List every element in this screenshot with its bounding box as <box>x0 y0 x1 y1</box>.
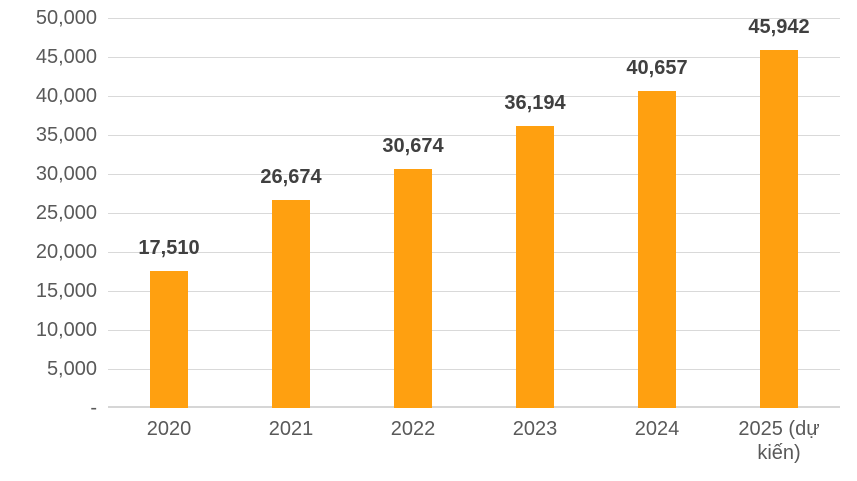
y-tick-label: 5,000 <box>46 358 97 380</box>
y-tick-label: 40,000 <box>35 85 97 107</box>
gridline <box>108 291 840 292</box>
bar-column: 45,942 <box>718 15 840 408</box>
gridline <box>108 135 840 136</box>
y-tick-label: 35,000 <box>35 124 97 146</box>
bar-value-label: 45,942 <box>748 15 810 38</box>
bar-2021 <box>272 199 310 408</box>
x-tick-label: 2023 <box>512 418 558 440</box>
gridline <box>108 18 840 19</box>
y-tick-label: 45,000 <box>35 46 97 68</box>
bar-value-label: 30,674 <box>382 134 444 157</box>
gridline <box>108 213 840 214</box>
x-axis-line <box>108 406 840 408</box>
y-tick-label: 30,000 <box>35 163 97 185</box>
x-tick-label: 2024 <box>634 418 680 440</box>
gridline <box>108 252 840 253</box>
gridline <box>108 96 840 97</box>
bar-value-label: 26,674 <box>260 165 322 188</box>
x-tick-label: 2020 <box>146 418 192 440</box>
bar-column: 17,510 <box>108 18 230 408</box>
gridline <box>108 57 840 58</box>
y-tick-label: 20,000 <box>35 241 97 263</box>
x-tick-label: 2025 (dự kiến) <box>738 418 820 464</box>
bar-2020 <box>150 271 188 408</box>
y-axis: 50,000 45,000 40,000 35,000 30,000 25,000 20,0… <box>0 8 97 418</box>
bar-column: 40,657 <box>596 18 718 408</box>
x-tick-label: 2021 <box>268 418 314 440</box>
bar-column: 30,674 <box>352 18 474 408</box>
y-tick-label: 10,000 <box>35 319 97 341</box>
bar-value-label: 40,657 <box>626 56 688 79</box>
bar-2025 <box>760 49 798 408</box>
bar-column: 26,674 <box>230 18 352 408</box>
gridline <box>108 174 840 175</box>
plot-area: 17,510 26,674 30,674 36,194 40,657 45,942 <box>108 15 840 408</box>
x-axis: 2020 2021 2022 2023 2024 2025 (dự kiến) <box>108 417 840 477</box>
gridline <box>108 369 840 370</box>
y-tick-label: - <box>90 397 97 419</box>
bar-2024 <box>638 90 676 408</box>
bar-2022 <box>394 168 432 408</box>
bar-2023 <box>516 125 554 408</box>
x-tick-label: 2022 <box>390 418 436 440</box>
bar-value-label: 17,510 <box>138 237 200 260</box>
y-tick-label: 25,000 <box>35 202 97 224</box>
bar-column: 36,194 <box>474 18 596 408</box>
gridline <box>108 330 840 331</box>
y-tick-label: 50,000 <box>35 7 97 29</box>
y-tick-label: 15,000 <box>35 280 97 302</box>
bar-value-label: 36,194 <box>504 91 566 114</box>
